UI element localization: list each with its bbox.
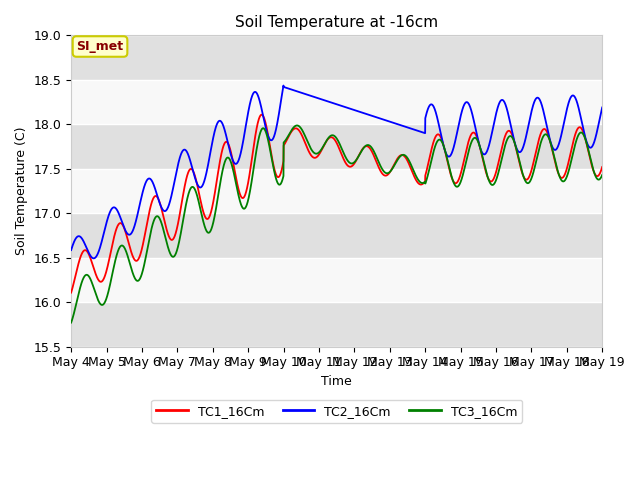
Legend: TC1_16Cm, TC2_16Cm, TC3_16Cm: TC1_16Cm, TC2_16Cm, TC3_16Cm xyxy=(151,400,522,423)
Bar xyxy=(71,169,602,213)
Bar xyxy=(71,124,602,169)
Bar xyxy=(71,36,602,80)
Y-axis label: Soil Temperature (C): Soil Temperature (C) xyxy=(15,127,28,255)
Title: Soil Temperature at -16cm: Soil Temperature at -16cm xyxy=(235,15,438,30)
Text: SI_met: SI_met xyxy=(76,40,124,53)
X-axis label: Time: Time xyxy=(321,375,352,388)
Bar xyxy=(71,213,602,258)
Bar xyxy=(71,258,602,302)
Bar xyxy=(71,80,602,124)
Bar xyxy=(71,302,602,347)
